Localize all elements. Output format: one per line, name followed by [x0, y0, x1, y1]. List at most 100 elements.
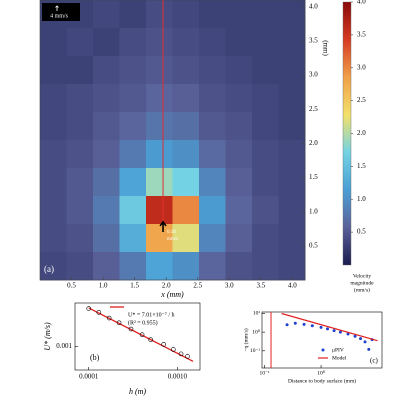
heat-cell: [252, 196, 279, 225]
scale-box: [42, 3, 80, 21]
y-tick-label: 0.5: [309, 241, 318, 249]
heat-cell: [66, 140, 94, 169]
panel-label: (b): [90, 353, 100, 362]
data-point: [332, 329, 336, 333]
heat-cell: [225, 0, 253, 29]
heat-cell: [119, 0, 147, 29]
model-line: [281, 312, 378, 342]
heat-cell: [225, 252, 253, 281]
y-tick-label: 2.5: [309, 105, 318, 113]
colorbar: [342, 1, 352, 266]
heat-cell: [278, 224, 306, 253]
heat-cell: [225, 224, 253, 253]
heat-cell: [225, 140, 253, 169]
heat-cell: [199, 252, 226, 281]
heat-cell: [93, 0, 120, 29]
heat-cell: [199, 196, 226, 225]
heat-cell: [40, 56, 67, 85]
heat-cell: [119, 56, 147, 85]
y-axis-label: −q (mm/s): [242, 328, 249, 351]
heat-cell: [172, 252, 200, 281]
heat-cell: [119, 224, 147, 253]
arrow-label: mm/s: [167, 237, 178, 242]
heat-cell: [93, 252, 120, 281]
heat-cell: [278, 84, 306, 113]
heat-cell: [278, 140, 306, 169]
data-point: [96, 310, 102, 315]
heat-cell: [172, 140, 200, 169]
data-point: [293, 321, 297, 325]
heat-cell: [172, 112, 200, 141]
heat-cell: [66, 112, 94, 141]
heat-cell: [172, 0, 200, 29]
data-point: [319, 325, 323, 329]
arrow-label: 0.18: [167, 230, 176, 235]
x-tick-label: 2.5: [193, 282, 202, 290]
heat-cell: [252, 56, 279, 85]
heat-cell: [146, 168, 173, 197]
heat-cell: [252, 168, 279, 197]
heat-cell: [40, 224, 67, 253]
heat-cell: [278, 56, 306, 85]
heat-cell: [146, 224, 173, 253]
data-point: [346, 332, 350, 336]
heat-cell: [146, 196, 173, 225]
y-tick-label: 2.0: [309, 139, 318, 147]
colorbar-title: magnitude: [350, 280, 374, 286]
heat-cell: [252, 0, 279, 29]
heat-cell: [119, 252, 147, 281]
y-tick-label: 4.0: [309, 2, 318, 10]
panel-label: (c): [370, 357, 378, 365]
heat-cell: [146, 84, 173, 113]
heat-cell: [225, 84, 253, 113]
heat-cell: [146, 56, 173, 85]
colorbar-tick-label: 2.0: [357, 129, 366, 137]
heat-cell: [172, 196, 200, 225]
y-tick-label: 0.001: [56, 342, 72, 350]
heat-cell: [93, 112, 120, 141]
colorbar-tick-label: 3.0: [357, 63, 366, 71]
y-tick-label: 10⁰: [252, 328, 261, 335]
heat-cell: [225, 112, 253, 141]
data-point: [185, 354, 190, 359]
panel-label: (a): [44, 264, 54, 274]
data-point: [367, 347, 371, 351]
colorbar-tick-label: 1.0: [357, 195, 366, 203]
heat-cell: [146, 140, 173, 169]
data-point: [171, 347, 176, 352]
fit-annotation: (R² = 0.955): [128, 319, 158, 326]
data-point: [128, 326, 134, 332]
data-point: [285, 323, 289, 327]
plot-frame: [74, 302, 201, 371]
heat-cell: [199, 0, 226, 29]
heat-cell: [66, 224, 94, 253]
heat-cell: [225, 196, 253, 225]
data-point: [86, 306, 92, 311]
velocity-arrow: [159, 220, 167, 232]
plot-frame: [261, 311, 383, 369]
heat-cell: [119, 112, 147, 141]
x-tick-label: 0.0010: [168, 373, 188, 381]
x-tick-label: 3.0: [225, 282, 234, 290]
data-point: [148, 337, 153, 342]
x-tick-label: 3.5: [256, 282, 265, 290]
heat-cell: [199, 140, 226, 169]
heat-cell: [119, 28, 147, 57]
heat-cell: [93, 168, 120, 197]
heat-cell: [40, 112, 67, 141]
heat-cell: [146, 112, 173, 141]
heat-cell: [93, 196, 120, 225]
heat-cell: [93, 140, 120, 169]
heat-cell: [40, 168, 67, 197]
heat-cell: [199, 168, 226, 197]
legend-label: Model: [332, 355, 347, 361]
x-tick-label: 4.0: [288, 282, 297, 290]
heat-cell: [119, 196, 147, 225]
colorbar-title: (mm/s): [354, 286, 370, 293]
heat-cell: [93, 224, 120, 253]
data-point: [359, 337, 363, 341]
x-axis-label: x (mm): [160, 290, 184, 299]
heat-cell: [199, 28, 226, 57]
heat-cell: [172, 168, 200, 197]
